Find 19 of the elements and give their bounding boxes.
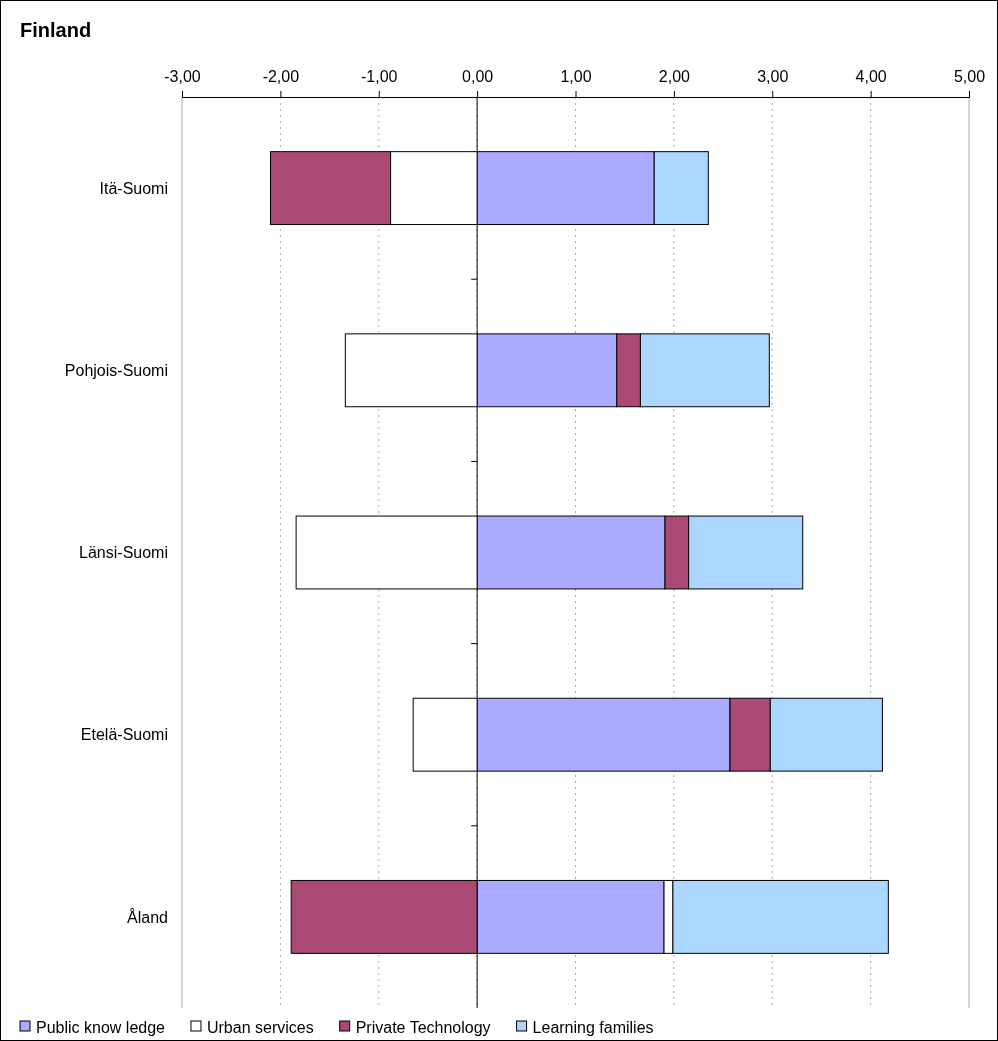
y-tick-label: Itä-Suomi [99, 179, 168, 197]
x-tick-label: -1,00 [361, 68, 398, 85]
y-tick-label: Länsi-Suomi [79, 544, 168, 562]
x-tick-label: 5,00 [953, 68, 986, 85]
x-tick-label: 1,00 [560, 68, 592, 85]
x-tick-label: -2,00 [262, 68, 300, 85]
y-tick-label: Etelä-Suomi [80, 726, 168, 744]
y-tick-label: Pohjois-Suomi [64, 361, 168, 379]
y-tick-label: Åland [127, 907, 168, 926]
x-tick-label: 3,00 [757, 68, 789, 85]
x-tick-label: 4,00 [855, 68, 887, 85]
legend-label: Learning families [532, 1018, 654, 1036]
legend-label: Public know ledge [36, 1018, 166, 1036]
x-tick-label: 2,00 [658, 68, 691, 85]
legend-label: Private Technology [355, 1018, 491, 1036]
x-tick-label: -3,00 [164, 68, 201, 85]
legend-label: Urban services [206, 1018, 314, 1036]
chart-title: Finland [20, 19, 92, 41]
x-tick-label: 0,00 [462, 68, 494, 85]
